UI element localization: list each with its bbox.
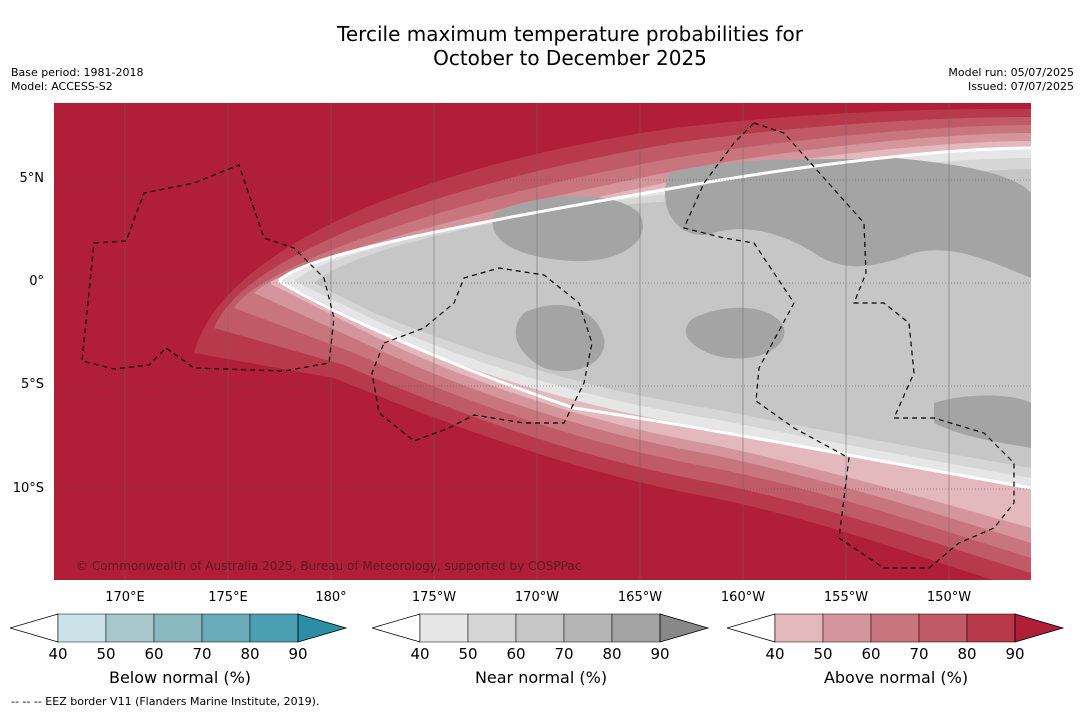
model-name: Model: ACCESS-S2 (11, 80, 113, 93)
below-tick-50: 50 (96, 645, 115, 662)
near-tick-70: 70 (554, 645, 573, 662)
lat-label-5s: 5°S (20, 377, 44, 392)
lon-label-170w: 170°W (514, 590, 560, 605)
lon-label-175w: 175°W (411, 590, 457, 605)
lon-label-175e: 175°E (208, 590, 248, 605)
map-svg: © Commonwealth of Australia 2025, Bureau… (54, 103, 1031, 580)
graticule (54, 179, 1031, 490)
near-tick-50: 50 (458, 645, 477, 662)
issued-date: Issued: 07/07/2025 (967, 80, 1074, 93)
near-70-patch-3 (515, 305, 605, 372)
near-tick-60: 60 (506, 645, 525, 662)
meta-right: Model run: 05/07/2025 Issued: 07/07/2025 (948, 66, 1074, 94)
above-tick-70: 70 (909, 645, 928, 662)
meta-left: Base period: 1981-2018 Model: ACCESS-S2 (11, 66, 143, 94)
colorbar-below-title: Below normal (%) (108, 668, 252, 687)
lon-label-160w: 160°W (720, 590, 766, 605)
title-line-2: October to December 2025 (433, 46, 707, 70)
colorbar-near-svg: 40 50 60 70 80 90 (370, 613, 710, 663)
near-70-patch-2 (665, 158, 1031, 278)
lat-label-5n: 5°N (19, 171, 45, 186)
above-tick-50: 50 (813, 645, 832, 662)
colorbar-above: 40 50 60 70 80 90 (725, 612, 1067, 666)
lat-label-10s: 10°S (12, 481, 44, 496)
colorbar-below-svg: 40 50 60 70 80 90 (8, 613, 348, 663)
near-normal-boundary (277, 146, 1031, 283)
colorbar-above-title: Above normal (%) (823, 668, 969, 687)
near-tick-90: 90 (650, 645, 669, 662)
base-period: Base period: 1981-2018 (11, 66, 144, 79)
below-tick-70: 70 (192, 645, 211, 662)
map-title: Tercile maximum temperature probabilitie… (0, 22, 1085, 70)
colorbar-below: 40 50 60 70 80 90 (8, 612, 350, 666)
above-tick-90: 90 (1005, 645, 1024, 662)
near-tick-80: 80 (602, 645, 621, 662)
lon-label-155w: 155°W (823, 590, 869, 605)
meridians (124, 103, 950, 580)
near-normal-boundary-south (278, 279, 1031, 490)
below-tick-80: 80 (240, 645, 259, 662)
model-run: Model run: 05/07/2025 (948, 66, 1074, 79)
copyright-text: © Commonwealth of Australia 2025, Bureau… (76, 559, 581, 573)
colorbar-near: 40 50 60 70 80 90 (370, 612, 712, 666)
lon-label-165w: 165°W (617, 590, 663, 605)
eez-footnote: -- -- -- EEZ border V11 (Flanders Marine… (11, 695, 320, 708)
near-70-patch-4 (685, 307, 785, 359)
lon-label-180: 180° (315, 590, 347, 605)
above-tick-60: 60 (861, 645, 880, 662)
lon-label-150w: 150°W (926, 590, 972, 605)
title-line-1: Tercile maximum temperature probabilitie… (337, 22, 803, 46)
near-70-patch-5 (934, 395, 1031, 448)
above-tick-80: 80 (957, 645, 976, 662)
near-tick-40: 40 (410, 645, 429, 662)
probability-map: © Commonwealth of Australia 2025, Bureau… (54, 103, 1031, 580)
below-tick-60: 60 (144, 645, 163, 662)
colorbar-above-svg: 40 50 60 70 80 90 (725, 613, 1065, 663)
lat-label-0: 0° (29, 274, 44, 289)
lon-label-170e: 170°E (105, 590, 145, 605)
below-tick-90: 90 (288, 645, 307, 662)
above-tick-40: 40 (765, 645, 784, 662)
below-tick-40: 40 (48, 645, 67, 662)
eez-borders (81, 122, 1015, 569)
colorbar-near-title: Near normal (%) (474, 668, 608, 687)
